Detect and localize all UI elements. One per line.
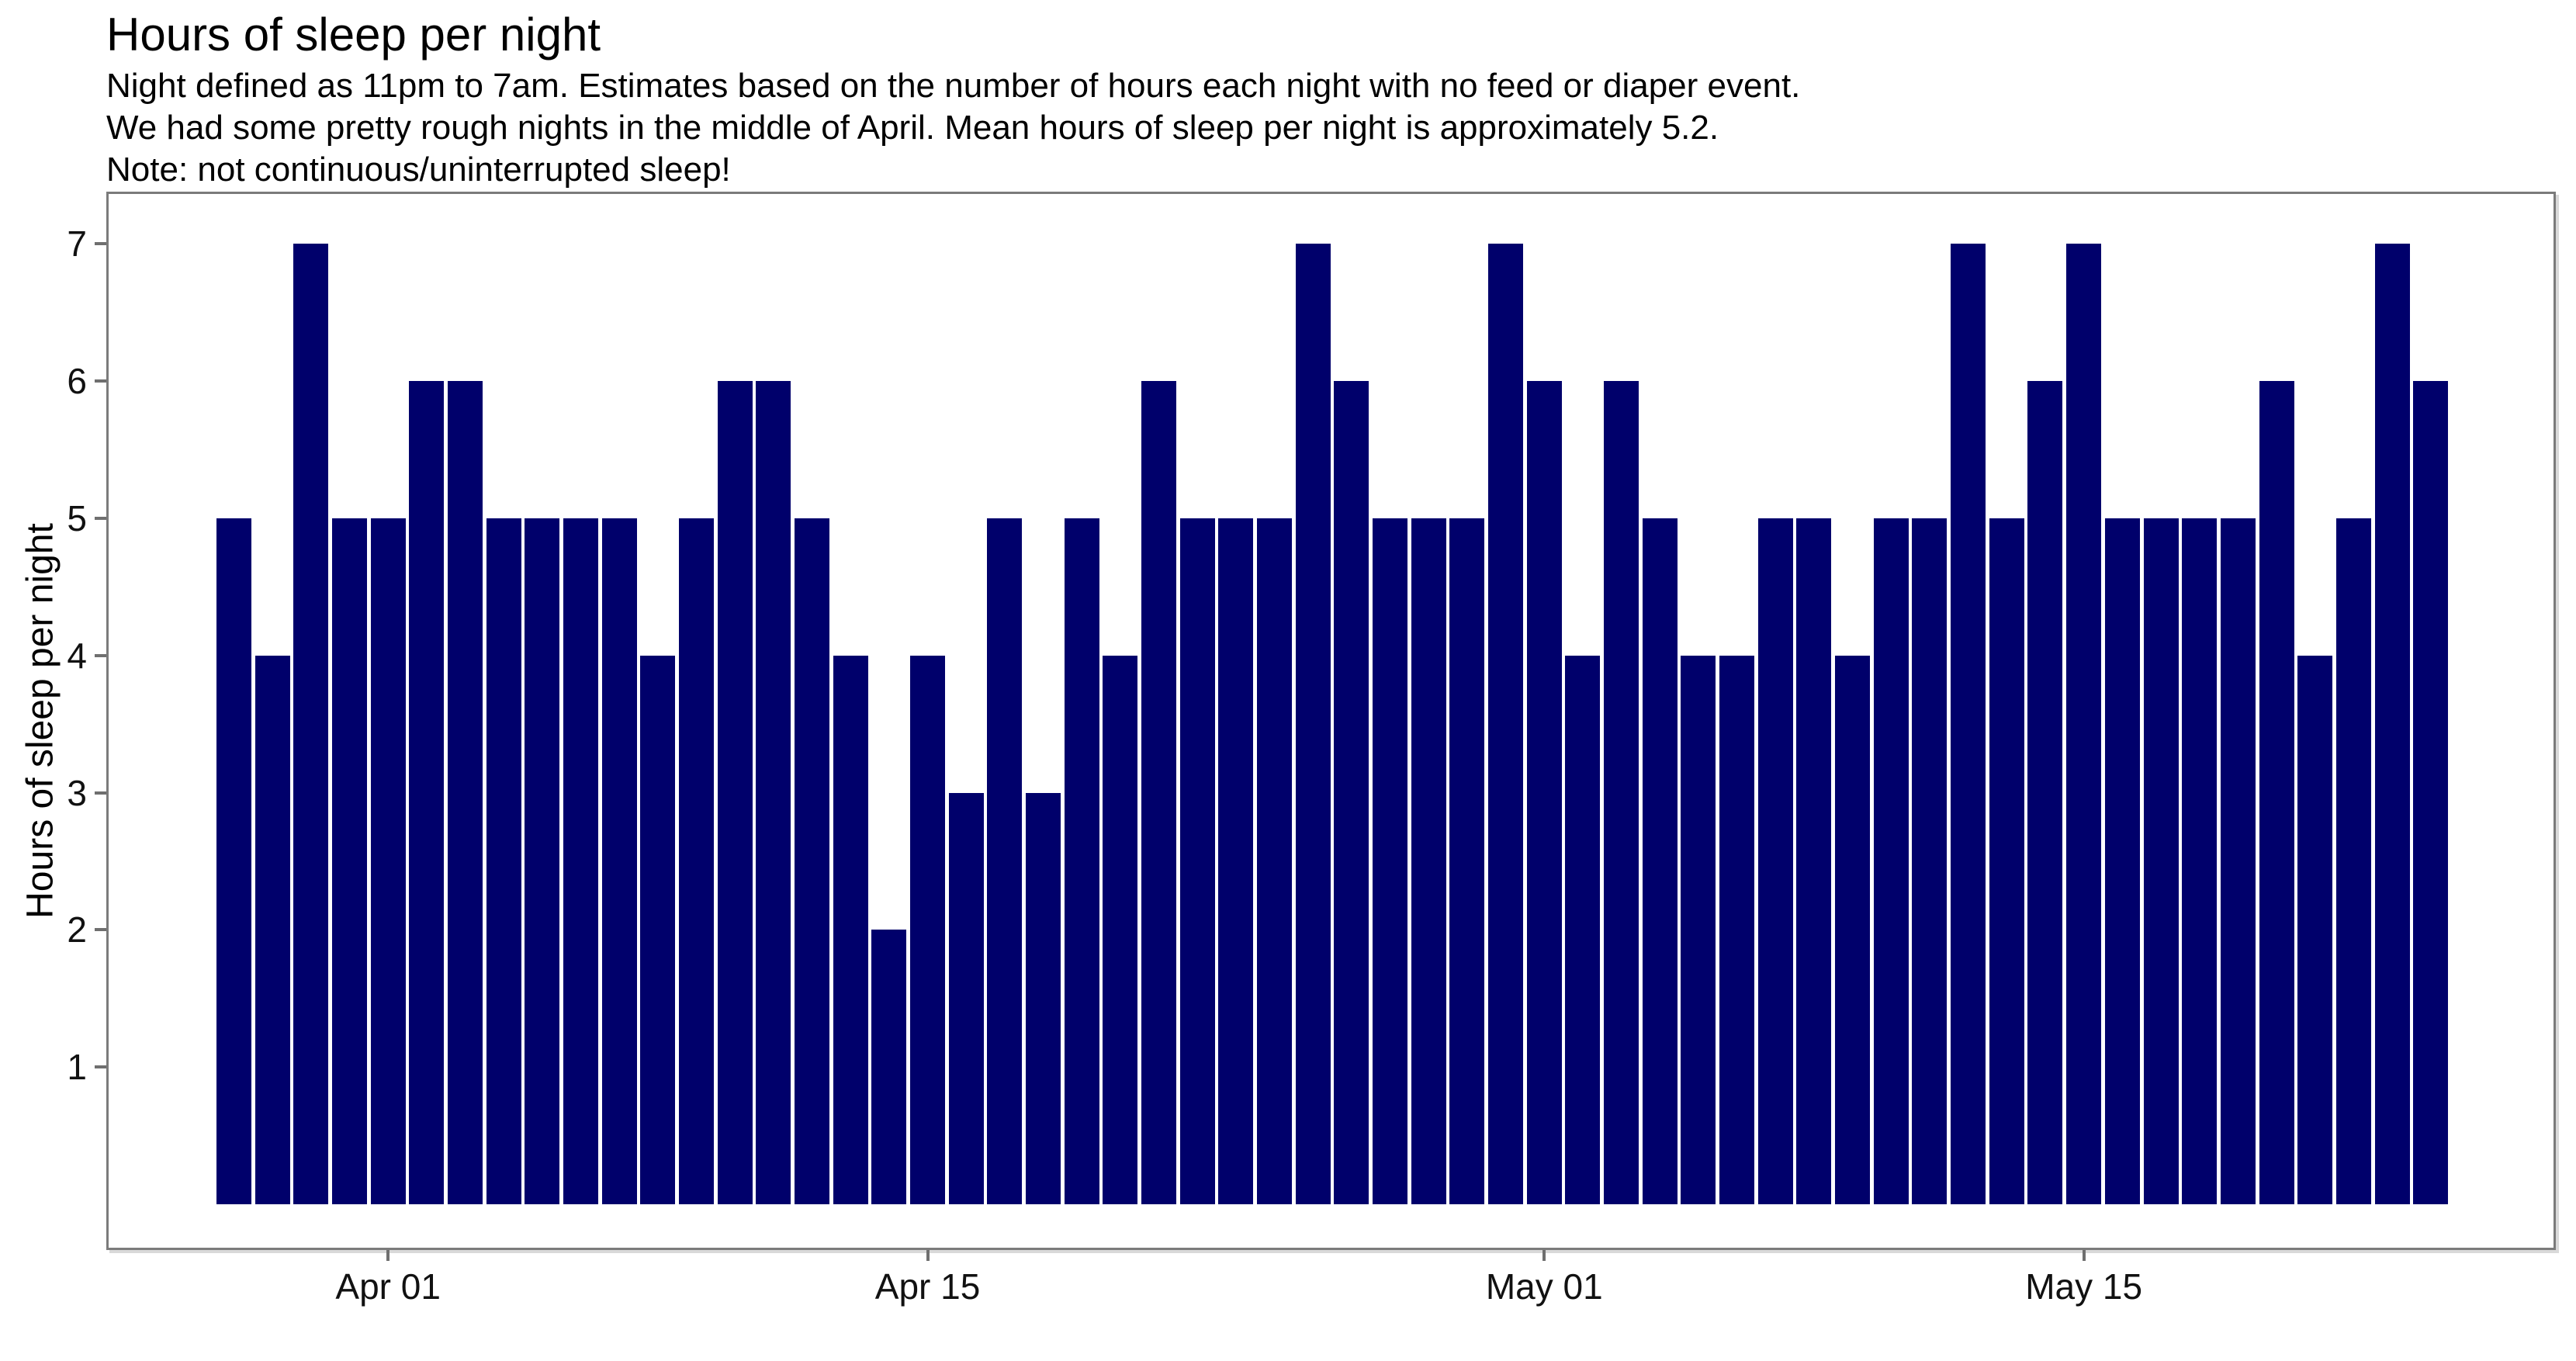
y-tick-label-1: 1 [67, 1047, 87, 1088]
bar-may-23 [2374, 244, 2410, 1204]
y-tick-mark-6 [95, 379, 106, 383]
bar-may-06 [1719, 655, 1755, 1204]
x-tick-label-may-15: May 15 [2025, 1266, 2143, 1307]
bar-may-03 [1604, 381, 1639, 1204]
bar-apr-11 [756, 381, 791, 1204]
y-tick-mark-7 [95, 242, 106, 246]
x-tick-label-apr-01: Apr 01 [335, 1266, 441, 1307]
subtitle-line-2: We had some pretty rough nights in the m… [106, 109, 1719, 147]
bar-apr-04 [486, 518, 521, 1204]
bar-apr-08 [640, 655, 676, 1204]
subtitle-line-1: Night defined as 11pm to 7am. Estimates … [106, 67, 1801, 105]
x-tick-label-may-01: May 01 [1485, 1266, 1603, 1307]
y-tick-label-4: 4 [67, 635, 87, 676]
bar-may-12 [1951, 244, 1986, 1204]
y-tick-label-3: 3 [67, 772, 87, 813]
bar-may-02 [1565, 655, 1601, 1204]
bar-apr-03 [448, 381, 483, 1204]
y-tick-mark-1 [95, 1065, 106, 1069]
y-tick-label-2: 2 [67, 909, 87, 951]
x-tick-label-apr-15: Apr 15 [874, 1266, 981, 1307]
bar-apr-14 [871, 930, 907, 1204]
bar-apr-27 [1373, 518, 1408, 1204]
bar-may-19 [2220, 518, 2256, 1204]
bar-may-14 [2027, 381, 2063, 1204]
bar-apr-06 [563, 518, 599, 1204]
bar-may-11 [1912, 518, 1948, 1204]
bar-apr-25 [1295, 244, 1331, 1204]
bar-apr-23 [1218, 518, 1254, 1204]
bar-may-15 [2066, 244, 2102, 1204]
bar-may-21 [2297, 655, 2333, 1204]
plot-panel [106, 192, 2556, 1250]
bar-apr-16 [948, 792, 984, 1204]
bar-apr-10 [717, 381, 753, 1204]
bar-may-08 [1796, 518, 1832, 1204]
bar-apr-30 [1488, 244, 1524, 1204]
bar-apr-20 [1103, 655, 1138, 1204]
bar-apr-17 [987, 518, 1023, 1204]
bar-may-20 [2259, 381, 2294, 1204]
y-tick-label-7: 7 [67, 223, 87, 265]
x-tick-mark-may-15 [2082, 1250, 2086, 1261]
bar-may-22 [2335, 518, 2371, 1204]
bar-apr-28 [1411, 518, 1446, 1204]
bar-chart-area [109, 194, 2553, 1248]
bar-apr-29 [1449, 518, 1485, 1204]
bar-may-01 [1526, 381, 1562, 1204]
bar-may-05 [1681, 655, 1716, 1204]
y-tick-mark-5 [95, 517, 106, 520]
bar-mar-29 [254, 655, 290, 1204]
bar-may-10 [1873, 518, 1909, 1204]
bar-apr-05 [525, 518, 560, 1204]
y-axis-title-text: Hours of sleep per night [19, 523, 61, 919]
x-tick-mark-may-01 [1542, 1250, 1546, 1261]
bar-apr-19 [1064, 518, 1099, 1204]
y-tick-label-5: 5 [67, 498, 87, 539]
bar-apr-18 [1026, 792, 1061, 1204]
y-tick-mark-3 [95, 791, 106, 795]
subtitle-line-3: Note: not continuous/uninterrupted sleep… [106, 151, 731, 189]
x-tick-mark-apr-01 [386, 1250, 390, 1261]
bar-may-07 [1757, 518, 1793, 1204]
bar-apr-22 [1179, 518, 1215, 1204]
bar-may-04 [1642, 518, 1678, 1204]
chart-subtitle: Night defined as 11pm to 7am. Estimates … [106, 65, 1800, 191]
bar-mar-28 [216, 518, 251, 1204]
bar-may-16 [2104, 518, 2140, 1204]
bar-may-18 [2182, 518, 2218, 1204]
bar-may-24 [2413, 381, 2449, 1204]
bar-apr-26 [1334, 381, 1369, 1204]
bar-apr-07 [601, 518, 637, 1204]
bar-apr-02 [409, 381, 445, 1204]
chart-title: Hours of sleep per night [106, 9, 601, 61]
bar-may-13 [1989, 518, 2024, 1204]
bar-may-09 [1835, 655, 1871, 1204]
x-tick-mark-apr-15 [926, 1250, 930, 1261]
bar-apr-21 [1141, 381, 1177, 1204]
bar-apr-13 [833, 655, 868, 1204]
bar-apr-01 [370, 518, 406, 1204]
bar-mar-30 [293, 244, 329, 1204]
bar-apr-09 [679, 518, 715, 1204]
bar-mar-31 [332, 518, 367, 1204]
bar-apr-24 [1257, 518, 1293, 1204]
y-tick-mark-2 [95, 928, 106, 932]
bar-apr-15 [910, 655, 946, 1204]
y-tick-label-6: 6 [67, 361, 87, 402]
bar-apr-12 [795, 518, 830, 1204]
bar-may-17 [2143, 518, 2179, 1204]
y-tick-mark-4 [95, 653, 106, 657]
